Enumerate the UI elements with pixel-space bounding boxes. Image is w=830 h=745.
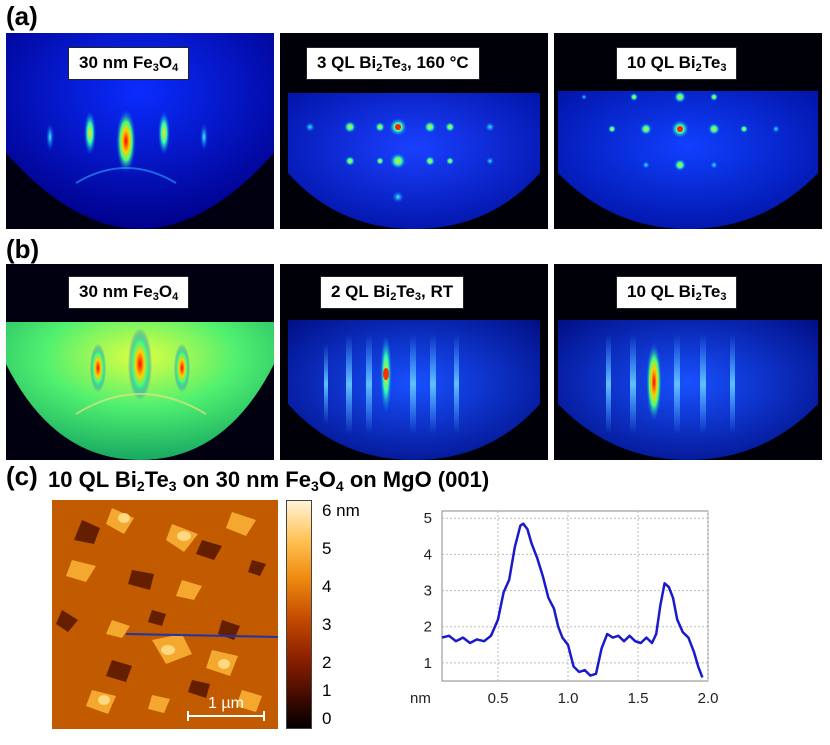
y-tick-label: 4 (424, 546, 432, 563)
colorbar-tick-4: 4 (322, 577, 332, 596)
label-a3: 10 QL Bi2Te3 (616, 47, 738, 80)
panel-label-c: (c) (6, 461, 38, 491)
profile-line (125, 633, 278, 638)
x-tick-label: 1.5 (628, 690, 649, 707)
x-tick-label: 2.0 (698, 690, 719, 707)
x-tick-label: 1.0 (558, 690, 579, 707)
rheed-image-a3: 10 QL Bi2Te3 (554, 33, 822, 229)
rheed-image-b1: 30 nm Fe3O4 (6, 264, 274, 460)
rheed-image-a1: 30 nm Fe3O4 (6, 33, 274, 229)
rheed-image-b2: 2 QL Bi2Te3, RT (280, 264, 548, 460)
colorbar-tick-3: 3 (322, 615, 332, 634)
colorbar-tick-2: 2 (322, 653, 332, 672)
y-tick-label: 1 (424, 655, 432, 672)
label-b3: 10 QL Bi2Te3 (616, 276, 738, 309)
height-profile-chart: 0.51.01.52.012345nmµm (410, 510, 719, 707)
afm-image: 1 µm (52, 500, 278, 729)
panel-label-a: (a) (6, 1, 38, 31)
colorbar-tick-0: 0 (322, 709, 332, 728)
label-a2: 3 QL Bi2Te3, 160 °C (306, 47, 480, 80)
colorbar-tick-6: 6 nm (322, 501, 360, 520)
colorbar-tick-5: 5 (322, 539, 332, 558)
label-b2: 2 QL Bi2Te3, RT (320, 276, 465, 309)
height-profile-line (441, 522, 704, 678)
plot-area (441, 510, 709, 682)
scale-bar-label: 1 µm (208, 695, 244, 712)
panel-c-title: 10 QL Bi2Te3 on 30 nm Fe3O4 on MgO (001) (48, 467, 490, 494)
colorbar (286, 500, 312, 729)
x-tick-label: 0.5 (488, 690, 509, 707)
label-a1: 30 nm Fe3O4 (68, 47, 190, 80)
rheed-pattern-a2 (280, 33, 548, 229)
y-tick-label: 5 (424, 510, 432, 527)
y-axis-unit: nm (410, 690, 431, 707)
rheed-image-a2: 3 QL Bi2Te3, 160 °C (280, 33, 548, 229)
panel-label-b: (b) (6, 234, 40, 264)
colorbar-tick-1: 1 (322, 681, 332, 700)
y-tick-label: 3 (424, 583, 432, 600)
rheed-image-b3: 10 QL Bi2Te3 (554, 264, 822, 460)
label-b1: 30 nm Fe3O4 (68, 276, 190, 309)
y-tick-label: 2 (424, 619, 432, 636)
